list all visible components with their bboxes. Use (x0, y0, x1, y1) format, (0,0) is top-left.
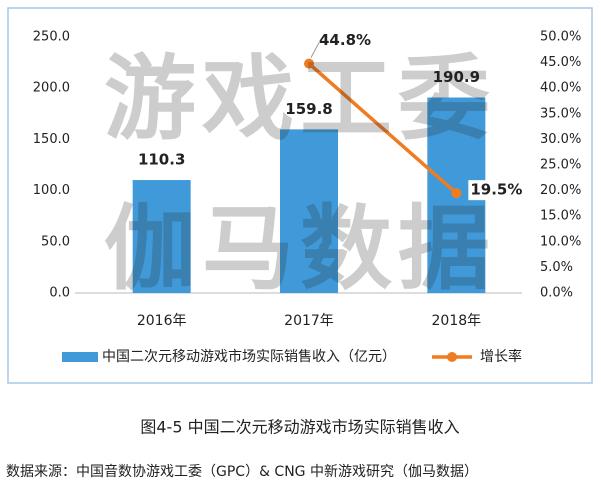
legend-label: 增长率 (480, 348, 522, 365)
y-tick-label: 200.0 (33, 81, 70, 96)
x-tick-label: 2017年 (284, 313, 334, 329)
y2-tick-label: 40.0% (540, 81, 581, 96)
y2-tick-label: 50.0% (540, 30, 581, 45)
data-label: 190.9 (433, 68, 480, 86)
point (304, 58, 314, 69)
x-tick-label: 2018年 (432, 313, 482, 329)
data-label: 110.3 (138, 151, 185, 169)
bar (132, 180, 191, 293)
y2-tick-label: 10.0% (540, 234, 581, 249)
watermark: 伽马数据 (104, 195, 496, 302)
y2-tick-label: 35.0% (540, 106, 581, 121)
data-label: 19.5% (470, 181, 522, 199)
y-tick-label: 150.0 (33, 132, 70, 147)
legend-swatch (62, 352, 98, 362)
y-tick-label: 100.0 (33, 183, 70, 198)
y2-tick-label: 30.0% (540, 132, 581, 147)
chart-frame (7, 7, 593, 384)
label-bg (317, 30, 369, 51)
y-tick-label: 50.0 (41, 234, 70, 249)
leader (310, 42, 320, 58)
y2-tick-label: 25.0% (540, 158, 581, 173)
bar (280, 129, 338, 293)
data-label: 159.8 (285, 100, 332, 118)
x-tick-label: 2016年 (137, 313, 187, 329)
y2-tick-label: 45.0% (540, 55, 581, 70)
y2-tick-label: 15.0% (540, 209, 581, 224)
y2-tick-label: 20.0% (540, 183, 581, 198)
label-bg (468, 180, 521, 201)
y-tick-label: 250.0 (33, 30, 70, 45)
y2-tick-label: 5.0% (540, 260, 573, 275)
watermark: 游戏工委 (104, 45, 496, 152)
y-tick-label: 0.0 (49, 286, 70, 301)
y2-tick-label: 0.0% (540, 286, 573, 301)
data-label: 44.8% (319, 31, 371, 49)
point (451, 188, 462, 199)
line (307, 62, 458, 195)
caption: 图4-5 中国二次元移动游戏市场实际销售收入 (140, 418, 459, 437)
source: 数据来源：中国音数协游戏工委（GPC）& CNG 中新游戏研究（伽马数据） (6, 463, 478, 480)
legend-label: 中国二次元移动游戏市场实际销售收入（亿元） (102, 348, 396, 365)
legend-swatch (447, 352, 457, 362)
